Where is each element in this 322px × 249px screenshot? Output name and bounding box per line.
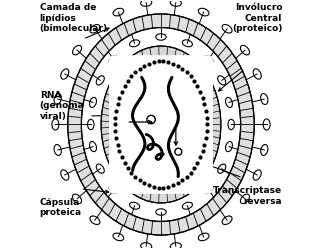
Point bbox=[188, 171, 193, 175]
Ellipse shape bbox=[68, 14, 254, 235]
Point bbox=[202, 143, 207, 147]
Text: Transcriptase
reversa: Transcriptase reversa bbox=[213, 187, 282, 206]
Text: RNA
(genoma
viral): RNA (genoma viral) bbox=[40, 91, 84, 121]
Point bbox=[204, 123, 209, 126]
Point bbox=[146, 183, 151, 187]
Point bbox=[192, 79, 197, 83]
Point bbox=[204, 129, 209, 133]
Point bbox=[151, 185, 156, 189]
Point bbox=[137, 178, 142, 182]
Point bbox=[166, 60, 171, 64]
Point bbox=[203, 109, 208, 113]
Point bbox=[113, 116, 118, 120]
Point bbox=[195, 84, 200, 88]
Point bbox=[184, 175, 189, 179]
Text: Invólucro
Central
(proteico): Invólucro Central (proteico) bbox=[232, 3, 282, 33]
Text: Camada de
lipídios
(bimolecular): Camada de lipídios (bimolecular) bbox=[40, 3, 108, 33]
Point bbox=[113, 129, 118, 133]
Point bbox=[117, 96, 122, 100]
Point bbox=[188, 74, 193, 78]
Point bbox=[203, 136, 208, 140]
Point bbox=[202, 102, 207, 106]
Ellipse shape bbox=[81, 28, 241, 221]
Point bbox=[200, 96, 205, 100]
Point bbox=[161, 60, 166, 63]
Point bbox=[198, 155, 203, 159]
Point bbox=[125, 79, 130, 83]
Point bbox=[156, 186, 161, 189]
Point bbox=[129, 74, 134, 78]
Point bbox=[171, 183, 176, 187]
Point bbox=[180, 67, 185, 71]
Point bbox=[133, 70, 138, 74]
Point bbox=[115, 143, 120, 147]
Point bbox=[133, 175, 138, 179]
Point bbox=[119, 155, 124, 159]
Ellipse shape bbox=[111, 57, 211, 192]
Point bbox=[198, 90, 203, 94]
Point bbox=[114, 136, 119, 140]
Point bbox=[117, 149, 122, 153]
Point bbox=[200, 149, 205, 153]
Point bbox=[151, 60, 156, 64]
Point bbox=[184, 70, 189, 74]
Point bbox=[129, 171, 134, 175]
Point bbox=[156, 60, 161, 63]
Point bbox=[137, 67, 142, 71]
Point bbox=[122, 161, 127, 165]
Point bbox=[141, 181, 147, 185]
Point bbox=[180, 178, 185, 182]
Point bbox=[125, 166, 130, 170]
Point bbox=[195, 161, 200, 165]
Point bbox=[119, 90, 124, 94]
Point bbox=[175, 181, 181, 185]
Point bbox=[175, 64, 181, 68]
Point bbox=[141, 64, 147, 68]
Point bbox=[114, 109, 119, 113]
FancyBboxPatch shape bbox=[109, 55, 213, 194]
Point bbox=[161, 186, 166, 189]
Point bbox=[146, 62, 151, 66]
Text: Cápsula
proteica: Cápsula proteica bbox=[40, 197, 82, 217]
Point bbox=[122, 84, 127, 88]
Point bbox=[113, 123, 118, 126]
Ellipse shape bbox=[101, 46, 221, 203]
Point bbox=[115, 102, 120, 106]
Point bbox=[192, 166, 197, 170]
Point bbox=[166, 185, 171, 189]
Point bbox=[204, 116, 209, 120]
Point bbox=[171, 62, 176, 66]
